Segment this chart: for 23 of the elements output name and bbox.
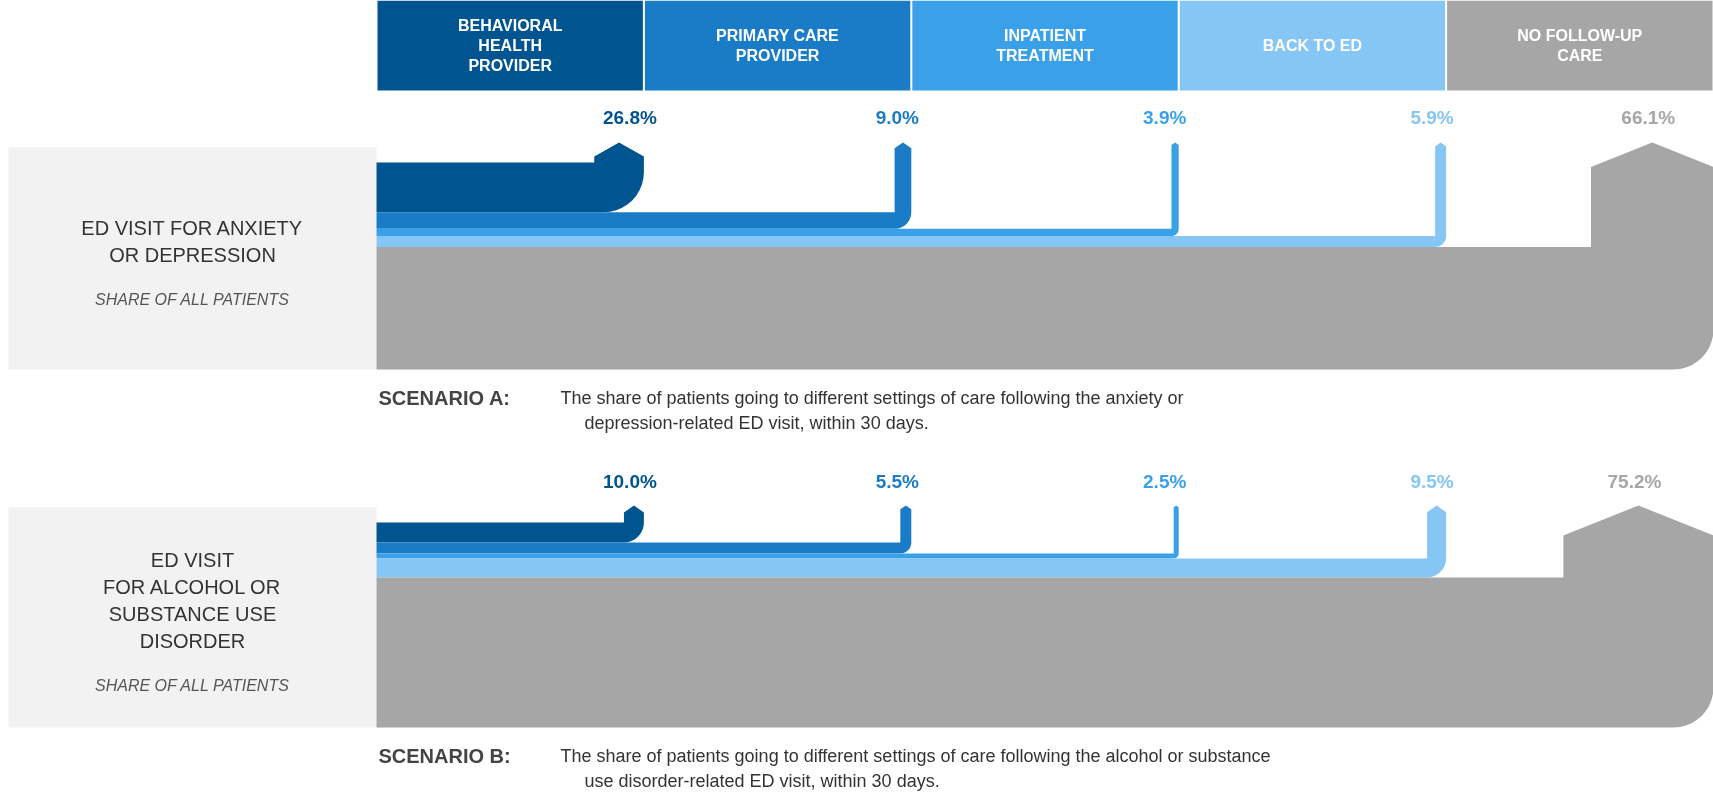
data-label: 26.8%	[602, 107, 657, 128]
data-label: 9.0%	[875, 107, 920, 128]
text: The share of patients going to different settings of care following the alcohol or substance use disorder-related ED visit, within 30 days.	[560, 745, 1271, 791]
text: SCENARIO B:	[378, 744, 511, 767]
data-label: 75.2%	[1607, 471, 1662, 492]
category-label: PRIMARY CARE PROVIDER	[716, 27, 840, 64]
data-label: 5.5%	[875, 471, 920, 492]
category-label: BACK TO ED	[1262, 37, 1363, 54]
text: SHARE OF ALL PATIENTS	[95, 291, 290, 309]
text: ED VISIT FOR ALCOHOL OR SUBSTANCE USE DISORDER	[103, 548, 281, 652]
text: SHARE OF ALL PATIENTS	[95, 677, 290, 695]
data-label: 10.0%	[602, 471, 657, 492]
data-label: 2.5%	[1143, 471, 1187, 492]
data-label: 66.1%	[1621, 107, 1676, 128]
text: SCENARIO A:	[378, 386, 510, 409]
data-label: 3.9%	[1143, 107, 1187, 128]
category-label: INPATIENT TREATMENT	[996, 27, 1094, 64]
category-label: BEHAVIORAL HEALTH PROVIDER	[457, 17, 563, 74]
text: The share of patients going to different settings of care following the anxiety or depression-related ED visit, within 30 days.	[560, 387, 1184, 433]
category-label: NO FOLLOW-UP CARE	[1517, 27, 1643, 64]
data-label: 5.9%	[1410, 107, 1454, 128]
data-label: 9.5%	[1410, 471, 1454, 492]
text: ED VISIT FOR ANXIETY OR DEPRESSION	[81, 216, 303, 266]
